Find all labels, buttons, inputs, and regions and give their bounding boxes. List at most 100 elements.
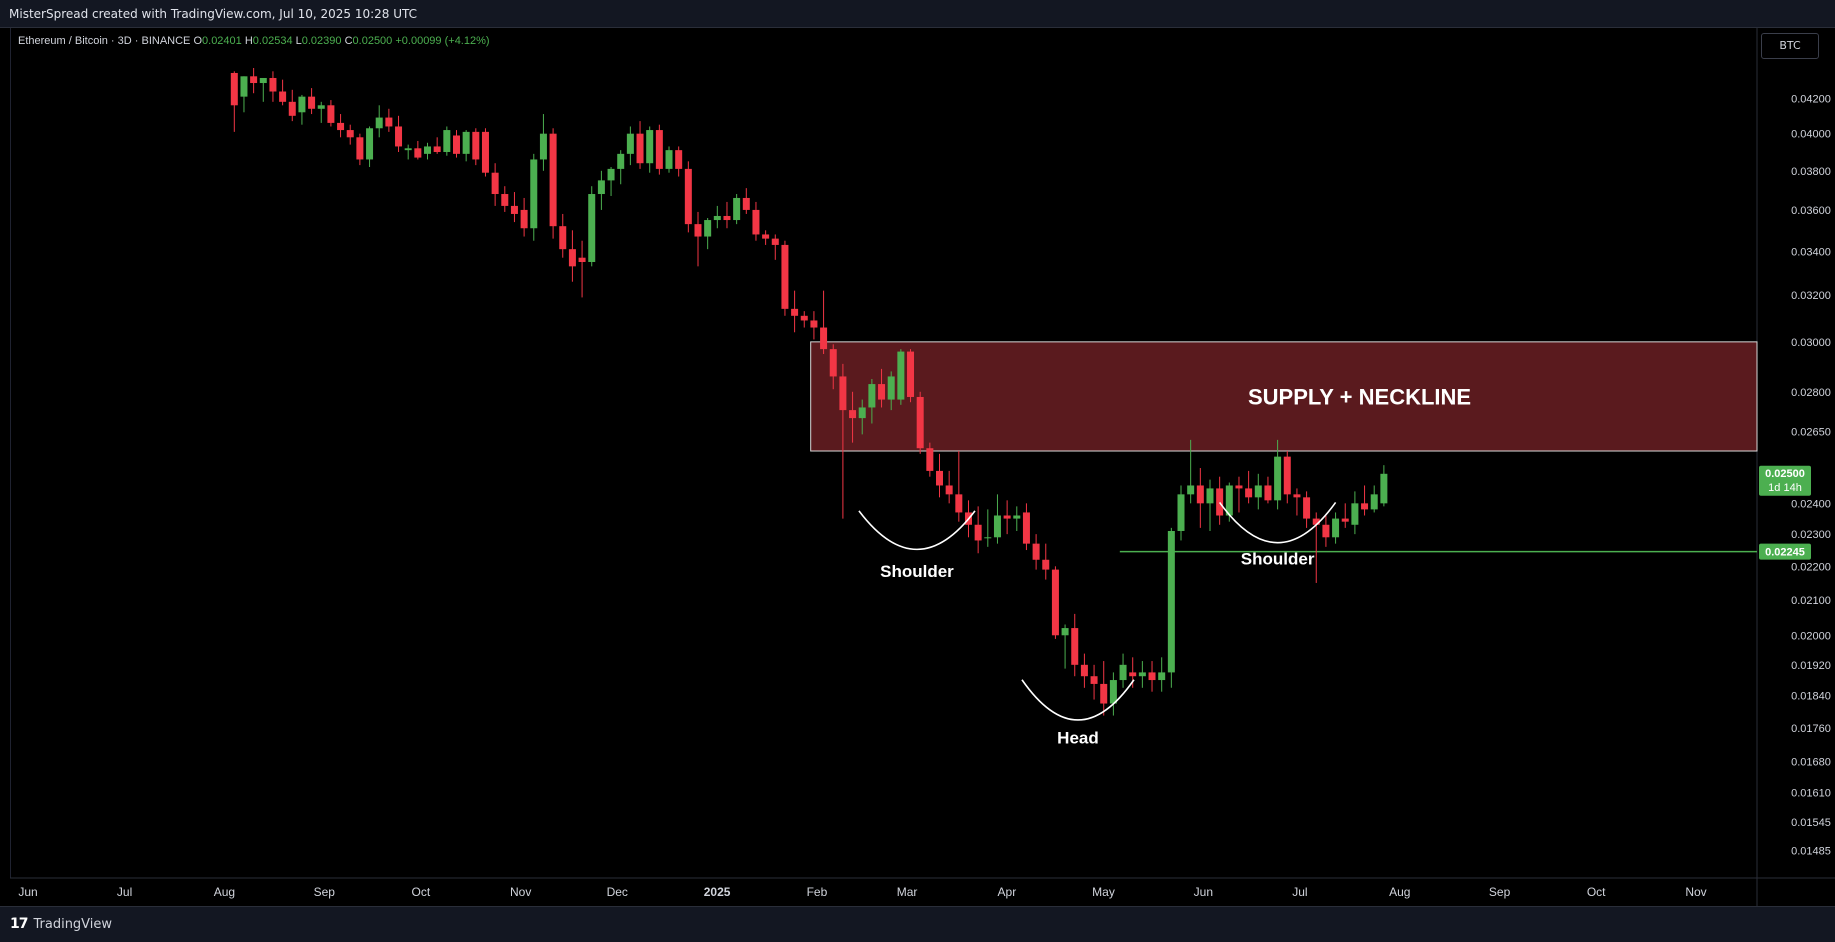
symbol-legend-part: L (296, 35, 302, 47)
candle-body (1187, 485, 1195, 495)
candle-body (926, 448, 934, 471)
price-tag-countdown: 1d 14h (1768, 482, 1802, 494)
footer-bar: 17 TradingView (0, 906, 1835, 942)
supply-zone-box (810, 341, 1758, 452)
candle-body (1293, 494, 1301, 498)
candle-body (269, 77, 277, 92)
attribution-bar: MisterSpread created with TradingView.co… (0, 0, 1835, 28)
candle-body (404, 148, 412, 151)
symbol-legend-part: 0.02534 (253, 35, 296, 47)
candle-body (878, 384, 886, 400)
candle-body (617, 153, 625, 169)
candle-body (452, 135, 460, 154)
candle-body (945, 485, 953, 495)
candle-body (366, 128, 374, 160)
candle-body (549, 133, 557, 227)
symbol-legend-part: 0.02390 (302, 35, 345, 47)
candle-body (1177, 494, 1185, 532)
candle-body (1119, 664, 1127, 681)
candle-body (539, 133, 547, 160)
y-tick-label: 0.02800 (1791, 387, 1831, 399)
y-tick-label: 0.04200 (1791, 93, 1831, 105)
candle-body (491, 172, 499, 195)
candle-body (1167, 531, 1175, 673)
x-tick-label: Oct (412, 885, 431, 899)
candle-body (781, 244, 789, 309)
candle-body (578, 257, 586, 263)
candle-body (520, 209, 528, 229)
symbol-legend-part: +0.00099 (+4.12%) (395, 35, 489, 47)
x-tick-label: 2025 (704, 885, 731, 899)
price-tag-current (1759, 465, 1811, 496)
candle-body (250, 76, 258, 84)
candle-body (839, 376, 847, 411)
candlestick-chart[interactable]: SUPPLY + NECKLINE Shoulder Head Shoulder 0.0… (0, 28, 1835, 906)
y-tick-label: 0.01840 (1791, 691, 1831, 703)
x-tick-label: Jun (18, 885, 37, 899)
candle-body (1264, 485, 1272, 501)
candle-body (684, 168, 692, 225)
candle-body (993, 515, 1001, 538)
x-tick-label: Sep (314, 885, 336, 899)
candle-body (849, 410, 857, 419)
currency-button[interactable]: BTC (1761, 33, 1819, 59)
candle-body (1080, 664, 1088, 677)
candle-body (1245, 488, 1253, 498)
candle-body (742, 197, 750, 210)
candle-body (559, 226, 567, 250)
candle-body (1351, 503, 1359, 525)
candle-body (762, 234, 770, 239)
symbol-legend-part: C (345, 35, 353, 47)
candle-body (897, 351, 905, 400)
candle-body (655, 130, 663, 169)
candle-body (1158, 672, 1166, 681)
candle-body (607, 168, 615, 181)
candle-body (1148, 672, 1156, 681)
candle-body (230, 72, 238, 106)
chart-pane-border (10, 28, 1758, 878)
candle-body (771, 238, 779, 245)
x-tick-label: Jul (117, 885, 132, 899)
pattern-arc (858, 510, 976, 550)
candle-body (1013, 515, 1021, 519)
candle-body (433, 146, 441, 152)
y-tick-label: 0.01610 (1791, 787, 1831, 799)
candle-body (1196, 485, 1204, 504)
symbol-legend-part: Ethereum / Bitcoin · 3D · BINANCE (18, 35, 193, 47)
candle-body (259, 77, 267, 84)
candle-body (752, 209, 760, 235)
candle-body (936, 470, 944, 486)
candle-body (346, 130, 354, 138)
supply-zone-label: SUPPLY + NECKLINE (1248, 384, 1471, 409)
x-tick-label: Sep (1489, 885, 1511, 899)
symbol-legend-part: 0.02401 (202, 35, 245, 47)
y-tick-label: 0.01760 (1791, 723, 1831, 735)
candle-body (510, 205, 518, 214)
x-tick-label: Dec (607, 885, 628, 899)
candle-body (1341, 518, 1349, 522)
candle-body (810, 320, 818, 328)
symbol-legend: Ethereum / Bitcoin · 3D · BINANCE O0.024… (18, 35, 490, 47)
candle-body (424, 146, 432, 154)
y-tick-label: 0.03000 (1791, 337, 1831, 349)
tradingview-logo[interactable]: 17 TradingView (10, 916, 112, 932)
candle-body (916, 396, 924, 449)
y-tick-label: 0.03200 (1791, 290, 1831, 302)
candle-body (868, 384, 876, 408)
price-tag-neckline (1759, 543, 1811, 560)
candle-body (298, 96, 306, 113)
candle-body (723, 215, 731, 221)
candle-body (1032, 543, 1040, 560)
candle-body (675, 150, 683, 169)
candle-body (462, 131, 470, 154)
tradingview-logo-icon: 17 (10, 916, 29, 932)
x-tick-label: May (1092, 885, 1115, 899)
candle-body (1235, 485, 1243, 489)
candle-body (375, 117, 383, 129)
candle-body (646, 130, 654, 164)
candle-body (1206, 488, 1214, 504)
chart-frame: SUPPLY + NECKLINE Shoulder Head Shoulder 0.0… (0, 28, 1835, 906)
candle-body (240, 76, 248, 97)
candle-body (395, 126, 403, 147)
candle-body (385, 117, 393, 127)
